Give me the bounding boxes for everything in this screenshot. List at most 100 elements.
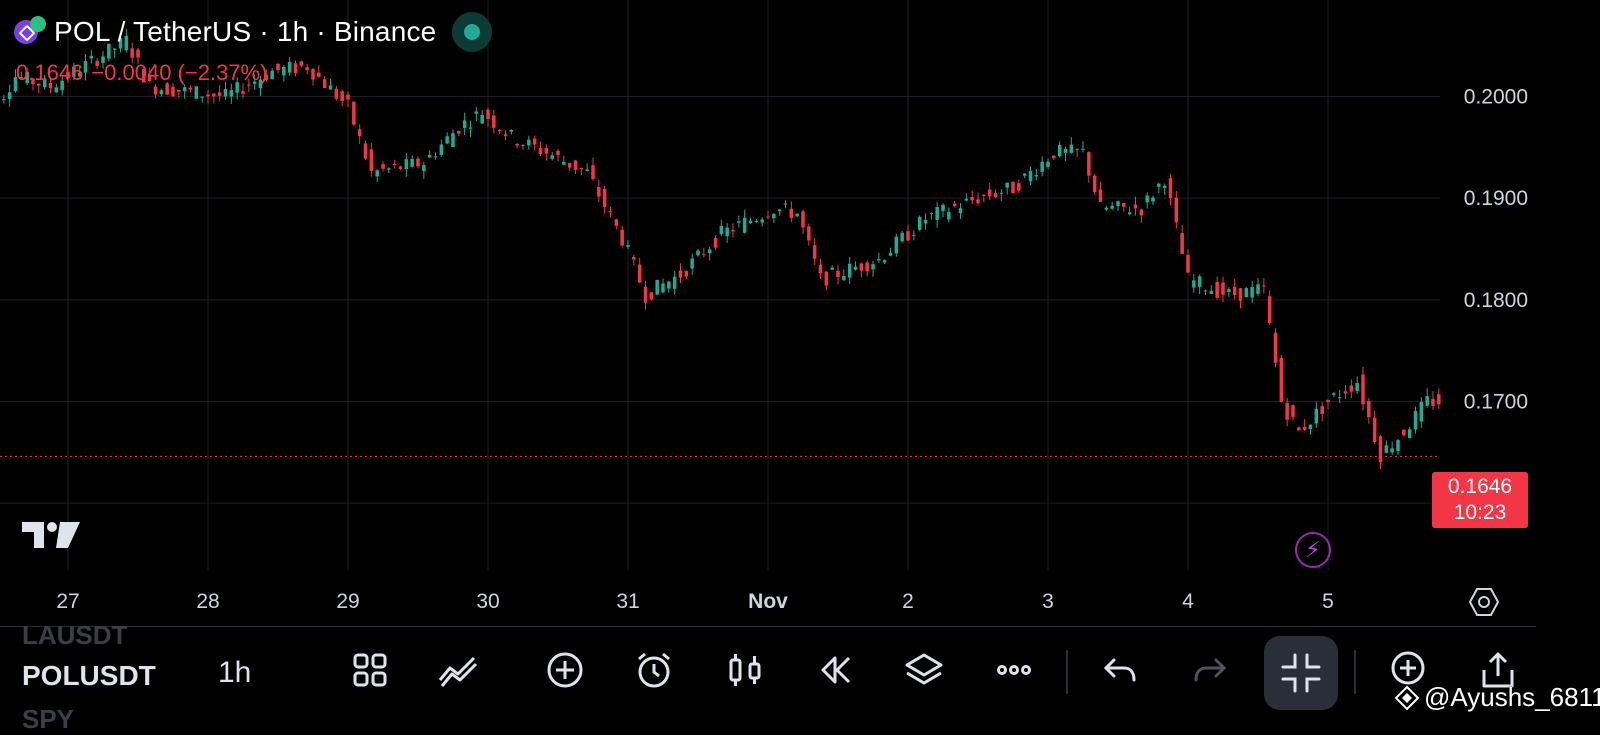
redo-icon[interactable] [1190, 650, 1230, 690]
candle [614, 218, 619, 230]
candle [1256, 278, 1260, 296]
replay-icon[interactable] [815, 650, 855, 690]
candle [1273, 328, 1278, 368]
candle-body [136, 49, 140, 58]
candle [60, 75, 64, 96]
candle-body [305, 67, 309, 71]
candle-body [147, 74, 152, 82]
candle [678, 263, 683, 284]
candle-body [655, 279, 659, 295]
candle [620, 225, 624, 248]
candle-body [591, 165, 595, 179]
candle [77, 67, 82, 78]
candle [923, 213, 928, 230]
candle-icon[interactable] [725, 650, 765, 690]
candle-body [538, 147, 543, 154]
market-status-icon[interactable] [452, 12, 493, 52]
candle [171, 83, 175, 98]
candle-body [929, 213, 934, 215]
candle [1232, 279, 1237, 300]
candle-body [165, 83, 169, 95]
candle [702, 247, 706, 258]
interval-button[interactable]: 1h [218, 656, 252, 689]
candle-body [958, 208, 963, 214]
candle [760, 217, 764, 227]
candle [859, 262, 864, 278]
candle [1197, 274, 1202, 295]
candle [328, 78, 333, 90]
candle [462, 112, 467, 136]
candle-body [363, 143, 368, 159]
candle-body [492, 115, 496, 128]
candle-body [620, 229, 624, 246]
candle [1110, 201, 1114, 211]
candle [258, 75, 263, 97]
time-tick-label: 28 [196, 590, 219, 613]
add-icon[interactable] [545, 650, 585, 690]
candle [188, 85, 193, 93]
candle [1262, 277, 1266, 294]
layers-icon[interactable] [904, 650, 944, 690]
candle-body [1227, 289, 1231, 292]
lightning-icon[interactable]: ⚡ [1295, 532, 1331, 568]
candle-body [311, 68, 315, 80]
more-icon[interactable] [994, 650, 1034, 690]
time-tick-label: 2 [902, 590, 914, 613]
candle [1419, 397, 1424, 428]
last-price-value: 0.1646 [1447, 475, 1513, 498]
symbol-current[interactable]: POLUSDT [22, 660, 156, 691]
candle [1005, 182, 1009, 195]
candle [1314, 402, 1319, 428]
candle [287, 57, 292, 76]
candle [602, 185, 607, 214]
candle-body [614, 219, 619, 226]
candle-body [1017, 183, 1021, 191]
candle [1063, 146, 1068, 161]
candle [165, 81, 169, 95]
tradingview-logo-icon[interactable] [22, 520, 80, 550]
time-tick-label: 29 [336, 590, 359, 613]
candle [836, 265, 840, 285]
candle-body [795, 213, 799, 217]
zoom-in-icon[interactable] [1388, 650, 1428, 690]
candle-body [702, 254, 706, 256]
symbol-previous[interactable]: LAUSDT [22, 620, 128, 650]
grid-icon[interactable] [350, 650, 390, 690]
candle-body [1238, 288, 1243, 301]
candle [1332, 392, 1336, 397]
candle-body [159, 90, 164, 95]
candle-body [585, 169, 589, 172]
indicators-icon[interactable] [438, 650, 478, 690]
candle-body [31, 78, 35, 85]
exit-fullscreen-button[interactable] [1264, 636, 1338, 710]
bar-countdown: 10:23 [1453, 501, 1507, 524]
candle-body [748, 220, 753, 223]
bottom-toolbar [0, 626, 1536, 721]
settings-hexagon-icon[interactable] [1468, 586, 1500, 618]
candle-body [1332, 393, 1336, 395]
symbol-header[interactable]: POL / TetherUS · 1h · Binance [14, 12, 493, 52]
symbol-title[interactable]: POL / TetherUS · 1h · Binance [54, 16, 437, 47]
share-icon[interactable] [1478, 650, 1518, 690]
candle [807, 223, 811, 246]
current-price: 0.1646 [16, 60, 84, 85]
candle-body [200, 96, 204, 98]
candle [772, 213, 776, 223]
alarm-icon[interactable] [634, 650, 674, 690]
candle-body [1396, 440, 1400, 451]
undo-icon[interactable] [1100, 650, 1140, 690]
candle [1320, 402, 1324, 422]
candle-body [142, 68, 146, 83]
toolbar-separator [1066, 650, 1068, 694]
candle [1221, 276, 1225, 303]
candle-body [1337, 397, 1342, 399]
candle [608, 206, 613, 217]
candle-body [877, 258, 881, 261]
candle [1046, 158, 1050, 170]
candle-body [95, 60, 99, 66]
candle [112, 47, 117, 58]
candle-body [1180, 233, 1184, 254]
candle [1372, 410, 1377, 444]
candle [742, 209, 747, 234]
